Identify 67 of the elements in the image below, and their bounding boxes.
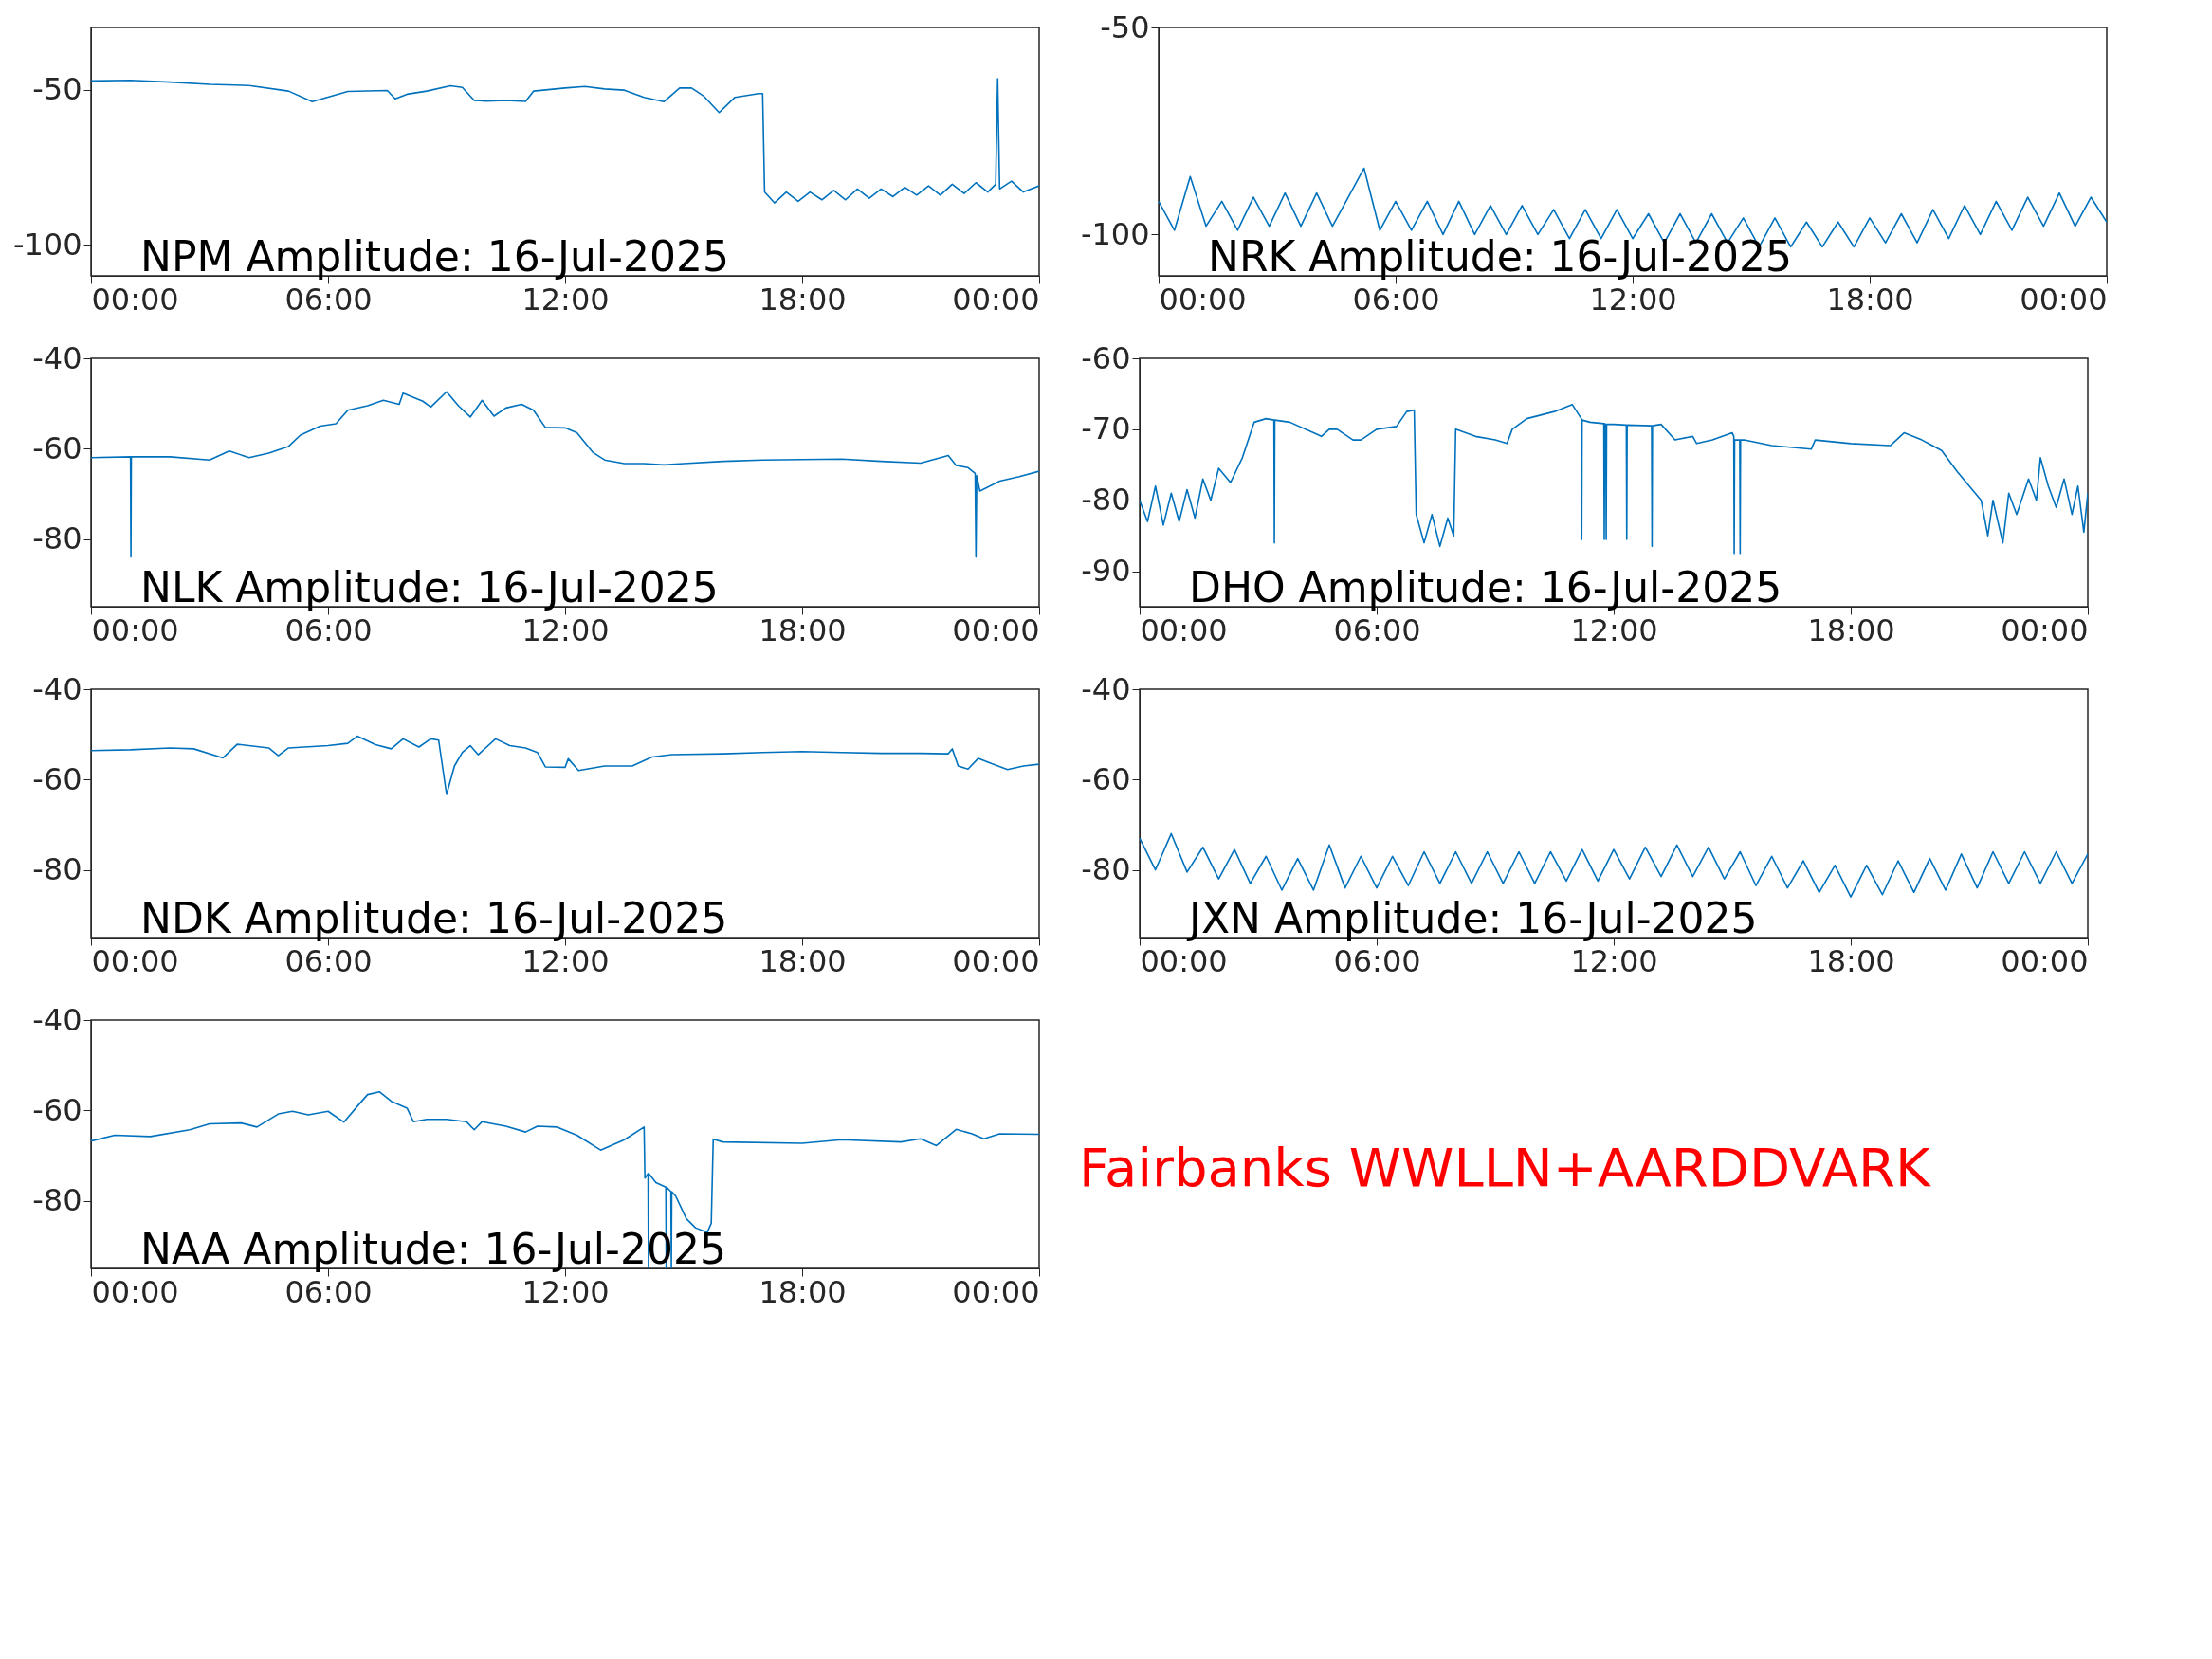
x-tick-label: 00:00 [1140,611,1228,648]
y-tick-label: -40 [32,670,82,707]
y-tick-label: -70 [1081,410,1131,447]
x-tick-label: 06:00 [1352,281,1440,318]
y-tick-label: -80 [1081,851,1131,888]
text: NLK Amplitude: 16-Jul-2025 [140,563,719,611]
x-tick-label: 00:00 [2001,611,2089,648]
y-tick-label: -80 [32,851,82,888]
x-tick-label: 12:00 [521,281,610,318]
y-tick-label: -50 [32,71,82,107]
x-tick-label: 12:00 [521,611,610,648]
text: JXN Amplitude: 16-Jul-2025 [1186,894,1758,942]
x-tick-label: 12:00 [521,942,610,979]
x-tick-label: 18:00 [759,611,847,648]
line-series [91,78,1039,204]
y-tick-label: -80 [32,1182,82,1219]
x-tick-label: 18:00 [1807,611,1895,648]
x-tick-label: 12:00 [1570,942,1658,979]
y-tick-label: -40 [32,339,82,376]
x-tick-label: 00:00 [952,1273,1040,1310]
x-tick-label: 06:00 [284,281,373,318]
x-tick-label: 18:00 [759,281,847,318]
y-tick-label: -100 [1080,215,1150,252]
x-tick-label: 00:00 [91,1273,179,1310]
x-tick-label: 06:00 [284,611,373,648]
y-tick-label: -80 [1081,482,1131,519]
x-tick-label: 18:00 [1826,281,1914,318]
y-tick-label: -40 [32,1001,82,1038]
x-tick-label: 12:00 [1589,281,1677,318]
y-tick-label: -60 [1081,760,1131,797]
x-tick-label: 00:00 [952,942,1040,979]
x-tick-label: 06:00 [284,942,373,979]
y-tick-label: -40 [1081,670,1131,707]
y-tick-label: -80 [32,520,82,557]
x-tick-label: 06:00 [1333,942,1421,979]
y-tick-label: -60 [32,760,82,797]
x-tick-label: 12:00 [521,1273,610,1310]
text: NRK Amplitude: 16-Jul-2025 [1208,232,1792,281]
x-tick-label: 06:00 [284,1273,373,1310]
x-tick-label: 00:00 [2020,281,2108,318]
x-tick-label: 18:00 [1807,942,1895,979]
y-tick-label: -100 [12,226,82,263]
y-tick-label: -60 [32,429,82,466]
x-tick-label: 00:00 [91,942,179,979]
line-series [1140,832,2088,898]
x-tick-label: 00:00 [952,281,1040,318]
x-tick-label: 18:00 [759,1273,847,1310]
y-tick-label: -90 [1081,553,1131,590]
text: NDK Amplitude: 16-Jul-2025 [140,894,728,942]
x-tick-label: 12:00 [1570,611,1658,648]
line-series [1140,403,2088,555]
x-tick-label: 06:00 [1333,611,1421,648]
y-tick-label: -60 [32,1091,82,1128]
y-tick-label: -50 [1100,9,1150,46]
y-tick-label: -60 [1081,339,1131,376]
x-tick-label: 18:00 [759,942,847,979]
line-series [91,391,1039,558]
line-series [91,735,1039,795]
text: DHO Amplitude: 16-Jul-2025 [1189,563,1782,611]
x-tick-label: 00:00 [1159,281,1247,318]
x-tick-label: 00:00 [91,281,179,318]
text: NPM Amplitude: 16-Jul-2025 [140,232,729,281]
x-tick-label: 00:00 [2001,942,2089,979]
x-tick-label: 00:00 [1140,942,1228,979]
x-tick-label: 00:00 [952,611,1040,648]
text: Fairbanks WWLLN+AARDDVARK [1079,1137,1931,1198]
x-tick-label: 00:00 [91,611,179,648]
